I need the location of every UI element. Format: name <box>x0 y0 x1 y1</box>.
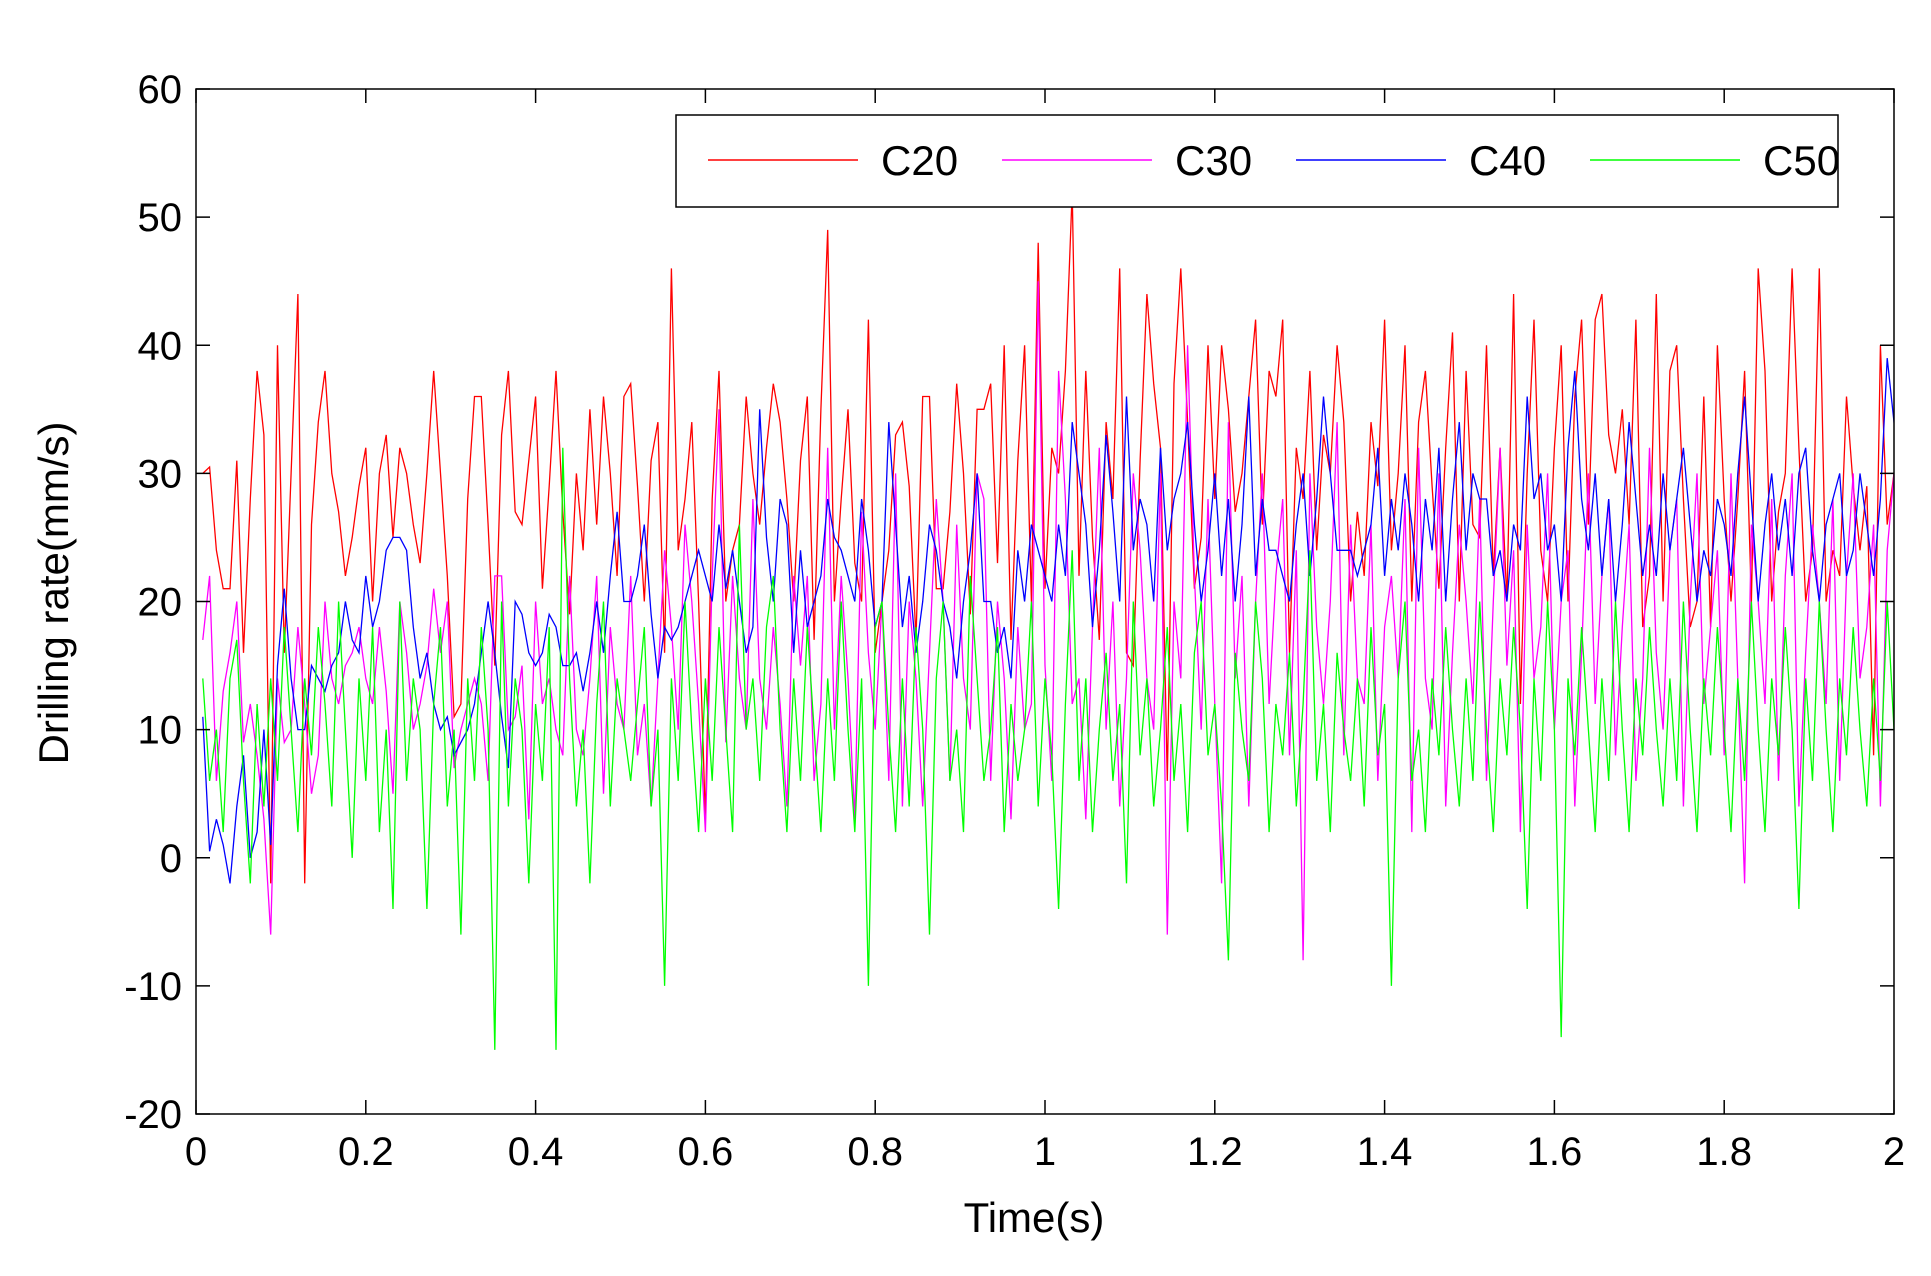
x-axis-title: Time(s) <box>964 1194 1105 1241</box>
series-layer <box>202 191 1894 1050</box>
y-tick-label: 0 <box>160 837 182 881</box>
y-axis-title: Drilling rate(mm/s) <box>30 421 77 764</box>
y-tick-label: 30 <box>138 452 183 496</box>
legend-label-c20: C20 <box>881 137 958 184</box>
y-tick-label: -10 <box>124 965 182 1009</box>
x-tick-label: 0 <box>185 1130 207 1174</box>
legend-label-c40: C40 <box>1469 137 1546 184</box>
series-line-c40 <box>202 358 1894 884</box>
x-tick-label: 0.6 <box>678 1130 734 1174</box>
x-tick-label: 1.2 <box>1187 1130 1243 1174</box>
x-tick-label: 0.4 <box>508 1130 564 1174</box>
x-tick-label: 0.2 <box>338 1130 394 1174</box>
legend-label-c50: C50 <box>1763 137 1840 184</box>
x-tick-label: 2 <box>1883 1130 1905 1174</box>
series-line-c20 <box>202 191 1894 884</box>
y-tick-label: -20 <box>124 1093 182 1137</box>
legend-label-c30: C30 <box>1175 137 1252 184</box>
x-tick-label: 1 <box>1034 1130 1056 1174</box>
x-tick-label: 1.4 <box>1357 1130 1413 1174</box>
y-tick-label: 20 <box>138 581 183 625</box>
x-tick-label: 0.8 <box>847 1130 903 1174</box>
x-tick-label: 1.8 <box>1696 1130 1752 1174</box>
ticks-layer: 0 0.2 0.4 0.6 0.8 1 1.2 1.4 1.6 1.8 2 -20 -10 0 10 20 30… <box>124 68 1905 1174</box>
y-tick-label: 60 <box>138 68 183 112</box>
legend-box <box>675 114 1839 208</box>
legend: C20 C30 C40 C50 <box>675 114 1840 208</box>
x-tick-label: 1.6 <box>1527 1130 1583 1174</box>
y-tick-label: 10 <box>138 709 183 753</box>
y-tick-label: 50 <box>138 196 183 240</box>
series-line-c50 <box>202 447 1894 1050</box>
series-line-c30 <box>202 281 1894 961</box>
y-tick-label: 40 <box>138 324 183 368</box>
